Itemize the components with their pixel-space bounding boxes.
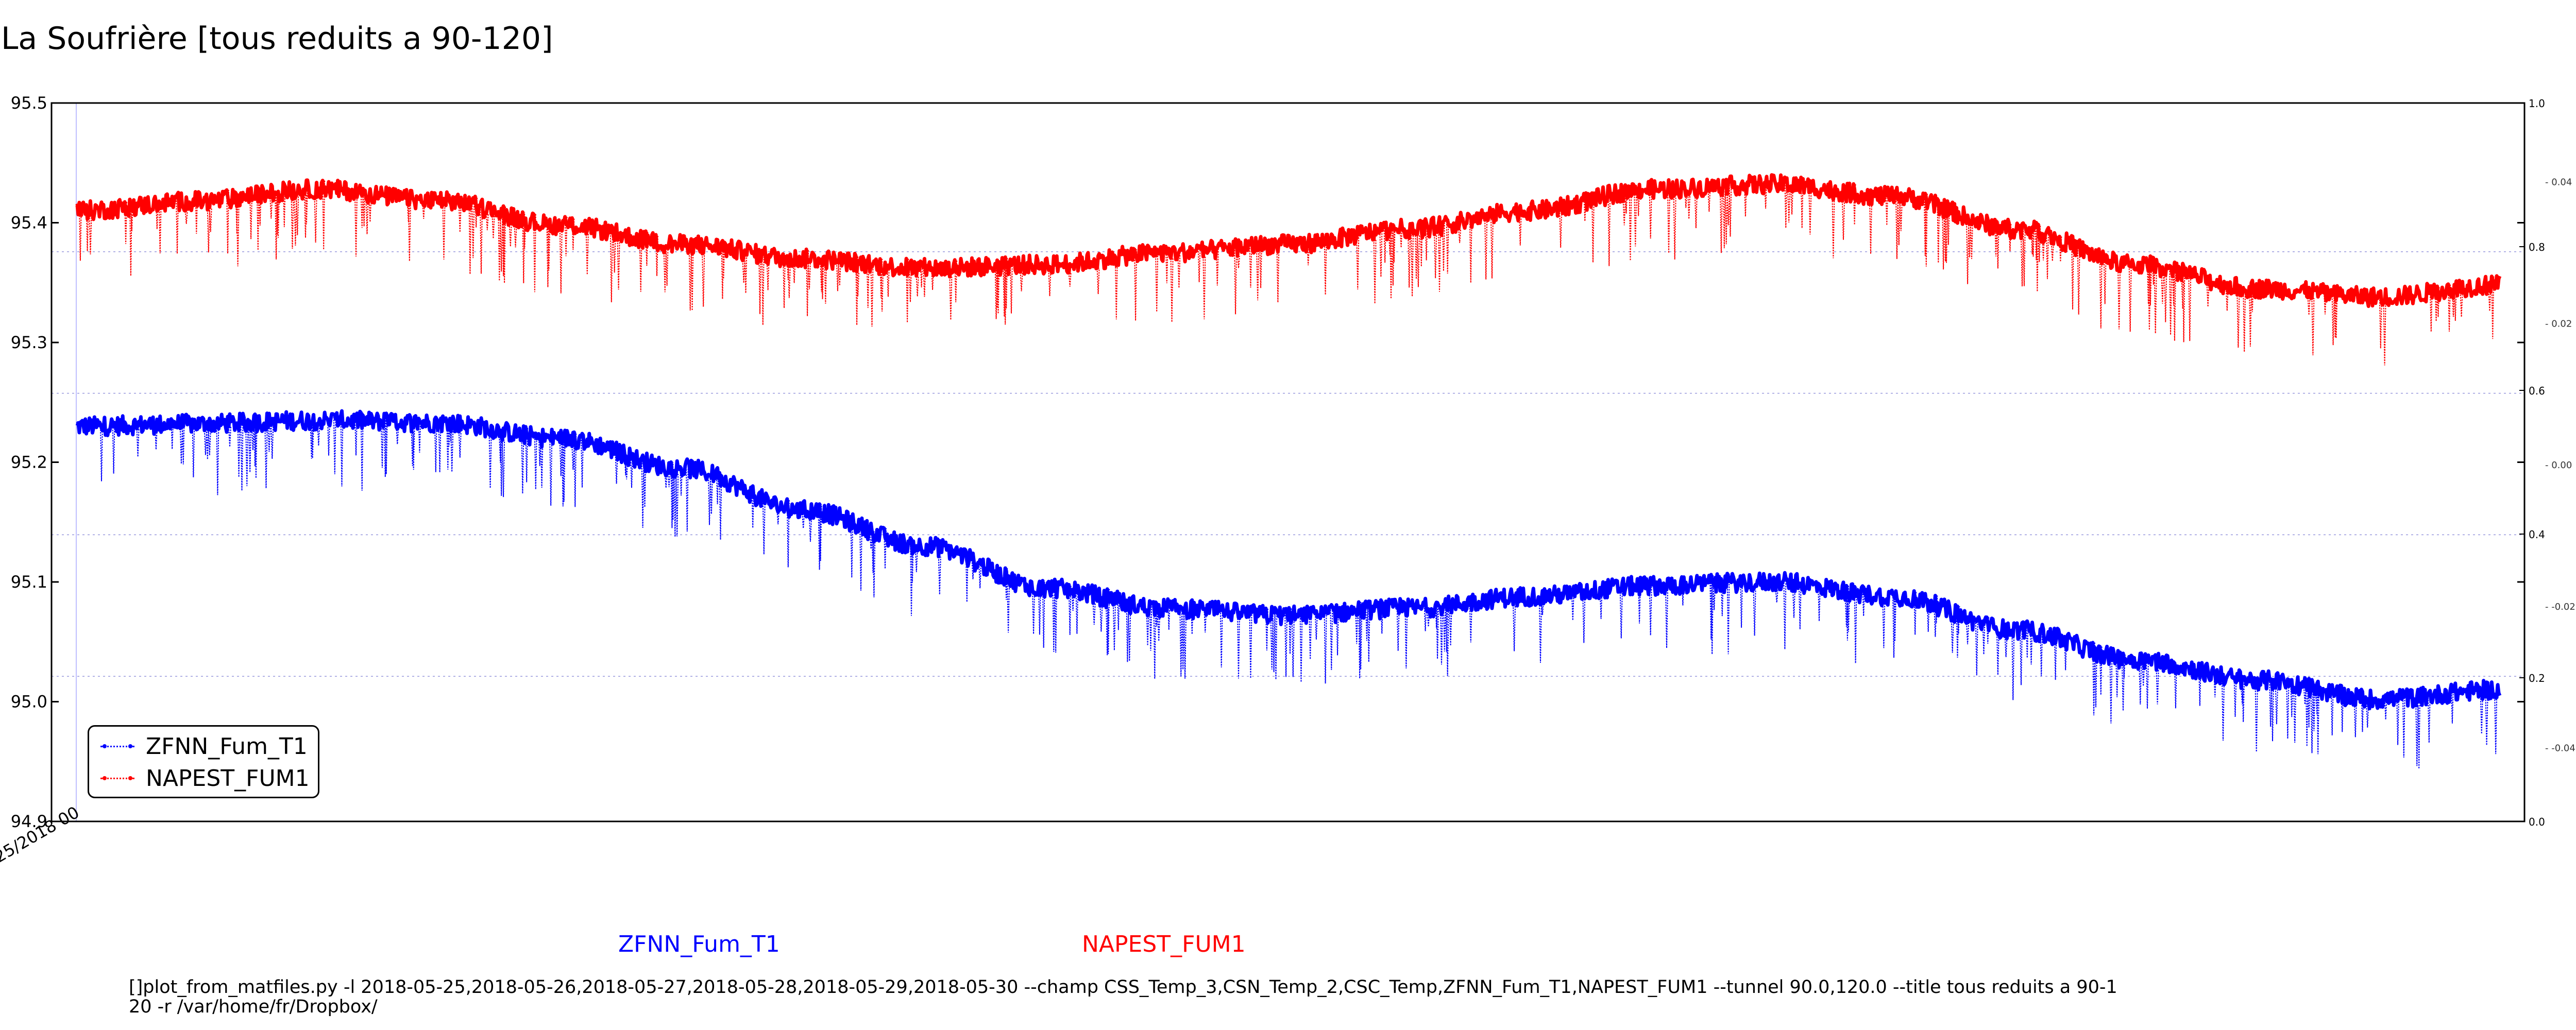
right-tick-label: 0.6 bbox=[2529, 385, 2545, 397]
legend-item-zfnn: ZFNN_Fum_T1 bbox=[100, 731, 308, 762]
legend-item-napest: NAPEST_FUM1 bbox=[100, 763, 310, 794]
y-axis: 94.9 95.0 95.1 95.2 95.3 95.4 95.5 bbox=[11, 93, 2524, 831]
right-inner-tick-label: - 0.02 bbox=[2545, 318, 2572, 329]
series-label-napest: NAPEST_FUM1 bbox=[1082, 931, 1246, 957]
series-layer bbox=[75, 173, 2502, 769]
command-line-text: []plot_from_matfiles.py -l 2018-05-25,20… bbox=[129, 977, 2117, 1017]
right-axis: 0.0 0.2 0.4 0.6 0.8 1.0 - -0.04 - -0.02 - 0.00 - … bbox=[2519, 97, 2575, 828]
legend-label: NAPEST_FUM1 bbox=[146, 765, 310, 792]
right-tick-label: 0.0 bbox=[2529, 816, 2545, 828]
legend-label: ZFNN_Fum_T1 bbox=[146, 733, 308, 760]
right-tick-label: 0.8 bbox=[2529, 241, 2545, 253]
legend-swatch-blue bbox=[100, 744, 134, 748]
right-inner-tick-label: - -0.02 bbox=[2545, 602, 2575, 612]
series-NAPEST_FUM1 bbox=[75, 173, 2502, 366]
series-spikes bbox=[78, 177, 2495, 366]
grid-lines bbox=[52, 103, 2524, 821]
y-tick-label: 95.5 bbox=[11, 93, 47, 113]
y-tick-label: 95.4 bbox=[11, 213, 47, 233]
legend: ZFNN_Fum_T1 NAPEST_FUM1 bbox=[88, 725, 319, 798]
series-spikes bbox=[100, 413, 2498, 769]
legend-swatch-red bbox=[100, 776, 134, 780]
right-inner-tick-label: - -0.04 bbox=[2545, 743, 2575, 754]
plot-frame bbox=[50, 102, 2526, 822]
right-inner-tick-label: - 0.04 bbox=[2545, 177, 2572, 187]
series-label-zfnn: ZFNN_Fum_T1 bbox=[618, 931, 780, 957]
series-line bbox=[75, 409, 2502, 711]
right-inner-tick-label: - 0.00 bbox=[2545, 460, 2572, 471]
right-tick-label: 0.4 bbox=[2529, 528, 2545, 541]
right-tick-label: 0.2 bbox=[2529, 672, 2545, 684]
right-tick-label: 1.0 bbox=[2529, 97, 2545, 110]
chart-title: La Soufrière [tous reduits a 90-120] bbox=[1, 21, 553, 57]
y-tick-label: 95.1 bbox=[11, 572, 47, 592]
series-line bbox=[75, 173, 2502, 308]
y-tick-label: 95.2 bbox=[11, 453, 47, 472]
y-tick-label: 95.3 bbox=[11, 333, 47, 352]
series-ZFNN_Fum_T1 bbox=[75, 409, 2502, 769]
y-tick-label: 94.9 bbox=[11, 812, 47, 831]
y-tick-label: 95.0 bbox=[11, 692, 47, 712]
